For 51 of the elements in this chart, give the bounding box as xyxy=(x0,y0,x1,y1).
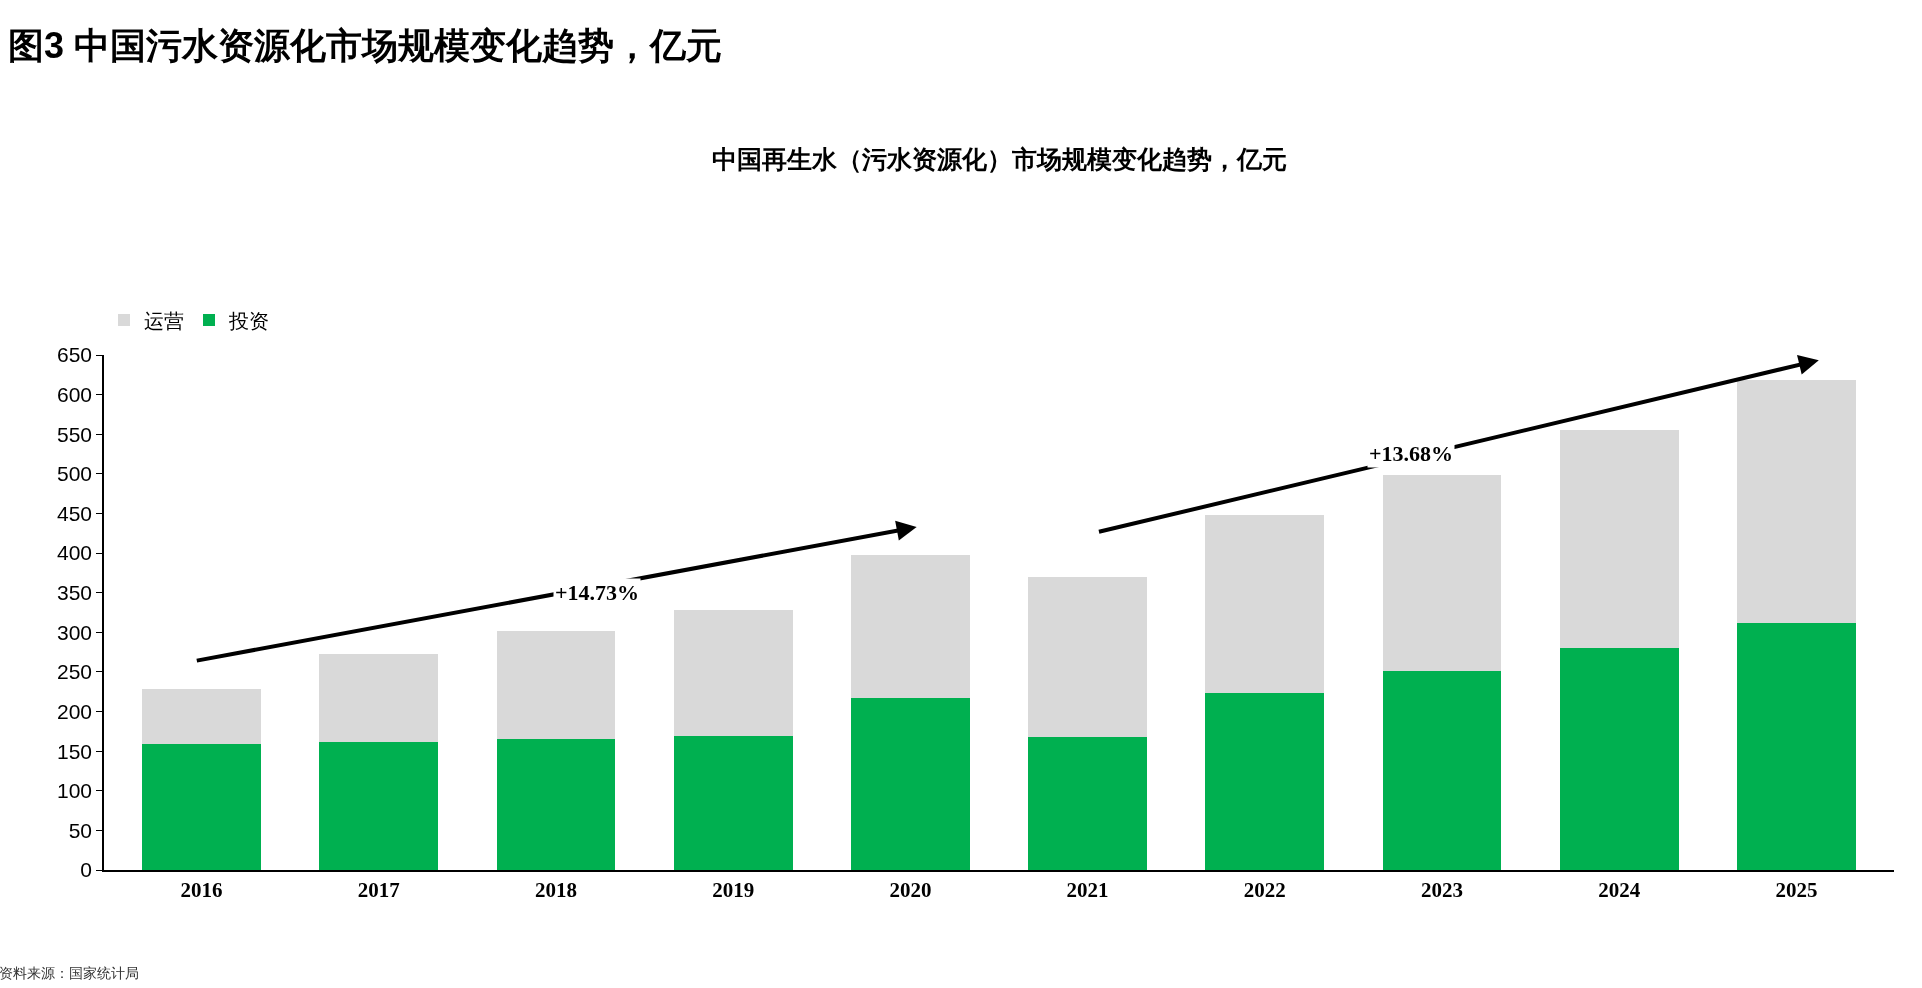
bar xyxy=(496,739,616,870)
y-tick-label: 200 xyxy=(57,699,93,723)
bar xyxy=(496,630,616,740)
bar xyxy=(142,744,261,870)
x-tick-label: 2019 xyxy=(712,877,755,902)
y-tick-label: 150 xyxy=(57,739,93,763)
y-tick-label: 300 xyxy=(57,620,93,644)
x-tick-label: 2021 xyxy=(1066,877,1109,902)
bar xyxy=(1382,474,1502,672)
bar xyxy=(319,653,439,743)
bar xyxy=(1028,576,1147,737)
annotation: +13.68% xyxy=(1369,441,1454,466)
y-tick-label: 0 xyxy=(80,858,93,882)
y-tick-label: 650 xyxy=(57,343,93,367)
bar xyxy=(1205,692,1325,870)
x-tick-label: 2017 xyxy=(357,877,400,902)
bar xyxy=(142,688,261,745)
bar xyxy=(1559,648,1679,870)
bar xyxy=(1559,430,1679,649)
x-tick-label: 2023 xyxy=(1421,877,1464,902)
x-tick-label: 2020 xyxy=(889,877,932,902)
y-tick-label: 500 xyxy=(57,462,93,486)
bar xyxy=(673,610,793,737)
text: 资料来源：国家统计局 xyxy=(0,965,139,981)
bar xyxy=(1028,736,1147,870)
bar xyxy=(851,698,970,870)
y-tick-label: 400 xyxy=(57,541,93,565)
bar xyxy=(1382,671,1502,870)
y-tick-label: 50 xyxy=(68,818,93,842)
y-tick-label: 450 xyxy=(57,501,93,525)
bar xyxy=(319,742,439,870)
chart-subtitle: 中国再生水（污水资源化）市场规模变化趋势，亿元 xyxy=(712,145,1287,173)
x-tick-label: 2024 xyxy=(1598,877,1641,902)
x-tick-label: 2022 xyxy=(1243,877,1286,902)
bar xyxy=(1205,515,1325,693)
y-tick-label: 350 xyxy=(57,581,93,605)
x-tick-label: 2018 xyxy=(534,877,577,902)
bar xyxy=(673,736,793,870)
y-tick-label: 100 xyxy=(57,779,93,803)
y-tick-label: 250 xyxy=(57,660,93,684)
legend-label: 投资 xyxy=(228,309,269,332)
annotation: +14.73% xyxy=(555,580,640,605)
y-tick-label: 600 xyxy=(57,382,93,406)
bar xyxy=(1737,380,1856,623)
x-tick-label: 2016 xyxy=(180,877,223,902)
x-tick-label: 2025 xyxy=(1775,877,1818,902)
bar xyxy=(851,554,970,699)
legend-label: 运营 xyxy=(144,309,184,332)
bar xyxy=(1737,622,1856,870)
chart-title: 图3 中国污水资源化市场规模变化趋势，亿元 xyxy=(8,25,723,66)
y-tick-label: 550 xyxy=(57,422,93,446)
